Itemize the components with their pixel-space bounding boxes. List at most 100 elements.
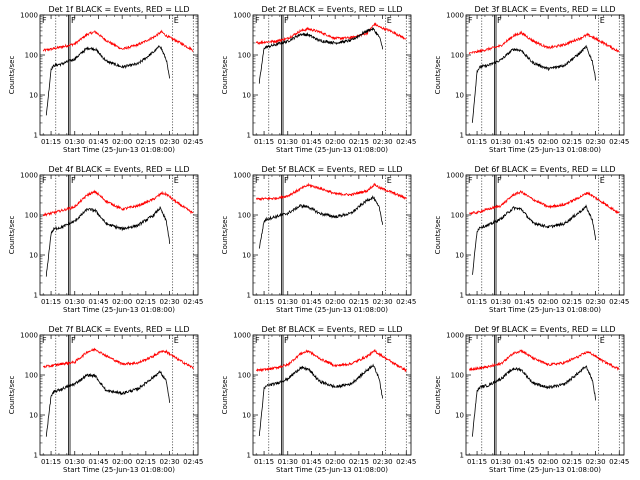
x-tick-label: 02:45 xyxy=(396,458,416,466)
x-tick-label: 02:00 xyxy=(325,138,345,146)
x-tick-label: 01:45 xyxy=(88,458,108,466)
x-tick-label: 02:45 xyxy=(609,138,629,146)
y-tick-label: 1 xyxy=(460,452,464,460)
marker-label-shutter: F xyxy=(284,336,289,345)
x-tick-label: 02:45 xyxy=(183,298,203,306)
lld-series-line xyxy=(42,29,194,53)
y-tick-label: 1 xyxy=(34,132,38,140)
x-axis-label: Start Time (25-Jun-13 01:08:00) xyxy=(276,146,388,154)
y-tick-label: 100 xyxy=(451,212,464,220)
panel-det-3f: Det 3f BLACK = Events, RED = LLD 1 10 100 10… xyxy=(434,5,629,154)
plot-frame xyxy=(252,14,412,136)
panel-det-6f: Det 6f BLACK = Events, RED = LLD 1 10 100 10… xyxy=(434,165,629,314)
plot-frame xyxy=(39,334,199,456)
x-tick-label: 02:45 xyxy=(396,138,416,146)
plot-frame xyxy=(252,174,412,296)
y-tick-label: 10 xyxy=(242,252,251,260)
x-tick-label: 01:30 xyxy=(65,458,85,466)
marker-label-shutter: F xyxy=(497,16,502,25)
x-axis-label: Start Time (25-Jun-13 01:08:00) xyxy=(489,306,601,314)
panel-det-2f: Det 2f BLACK = Events, RED = LLD 1 10 100 10… xyxy=(221,5,416,154)
x-tick-label: 02:30 xyxy=(585,298,605,306)
marker-label-shutter: F xyxy=(71,176,76,185)
marker-label-left: F xyxy=(42,16,47,25)
plot-frame xyxy=(465,174,625,296)
y-axis-label: Counts/sec xyxy=(8,216,16,255)
y-tick-label: 1 xyxy=(247,452,251,460)
x-tick-label: 01:30 xyxy=(65,138,85,146)
panel-title: Det 5f BLACK = Events, RED = LLD xyxy=(261,165,402,174)
events-series-line xyxy=(471,44,596,123)
marker-label-left: F xyxy=(255,336,260,345)
x-tick-label: 01:15 xyxy=(467,298,487,306)
x-axis-label: Start Time (25-Jun-13 01:08:00) xyxy=(63,466,175,474)
x-axis-label: Start Time (25-Jun-13 01:08:00) xyxy=(489,146,601,154)
y-tick-label: 100 xyxy=(25,52,38,60)
y-tick-label: 10 xyxy=(29,412,38,420)
x-tick-label: 02:30 xyxy=(372,298,392,306)
panel-det-5f: Det 5f BLACK = Events, RED = LLD 1 10 100 10… xyxy=(221,165,416,314)
marker-label-left: F xyxy=(255,176,260,185)
y-tick-label: 1000 xyxy=(446,172,464,180)
x-axis-label: Start Time (25-Jun-13 01:08:00) xyxy=(276,306,388,314)
x-tick-label: 02:15 xyxy=(349,458,369,466)
x-axis-label: Start Time (25-Jun-13 01:08:00) xyxy=(276,466,388,474)
x-tick-label: 02:15 xyxy=(349,298,369,306)
marker-label-right: E xyxy=(387,336,392,345)
events-series-line xyxy=(258,195,383,249)
marker-label-shutter: F xyxy=(497,336,502,345)
marker-label-left: F xyxy=(468,176,473,185)
x-tick-label: 01:30 xyxy=(491,458,511,466)
x-axis-label: Start Time (25-Jun-13 01:08:00) xyxy=(63,146,175,154)
events-series-line xyxy=(45,206,170,277)
x-tick-label: 02:45 xyxy=(183,458,203,466)
panel-title: Det 3f BLACK = Events, RED = LLD xyxy=(474,5,615,14)
y-tick-label: 1000 xyxy=(233,172,251,180)
x-axis-label: Start Time (25-Jun-13 01:08:00) xyxy=(63,306,175,314)
events-series-line xyxy=(258,363,383,437)
marker-label-left: F xyxy=(42,176,47,185)
x-tick-label: 01:15 xyxy=(41,298,61,306)
y-tick-label: 10 xyxy=(455,252,464,260)
marker-label-left: F xyxy=(255,16,260,25)
y-tick-label: 100 xyxy=(451,52,464,60)
plot-frame xyxy=(252,334,412,456)
x-tick-label: 01:15 xyxy=(467,138,487,146)
panel-det-1f: Det 1f BLACK = Events, RED = LLD 1 10 100 10… xyxy=(8,5,203,154)
y-tick-label: 100 xyxy=(238,372,251,380)
events-series-line xyxy=(45,45,170,116)
x-tick-label: 01:30 xyxy=(278,298,298,306)
marker-label-left: F xyxy=(468,336,473,345)
x-tick-label: 01:30 xyxy=(278,138,298,146)
x-tick-label: 02:15 xyxy=(136,458,156,466)
x-tick-label: 01:45 xyxy=(514,458,534,466)
marker-label-shutter: F xyxy=(71,336,76,345)
y-tick-label: 100 xyxy=(451,372,464,380)
x-tick-label: 02:15 xyxy=(349,138,369,146)
x-tick-label: 01:45 xyxy=(301,298,321,306)
y-tick-label: 100 xyxy=(25,372,38,380)
x-tick-label: 02:00 xyxy=(538,298,558,306)
x-tick-label: 02:30 xyxy=(159,298,179,306)
lld-series-line xyxy=(468,349,620,372)
panel-title: Det 2f BLACK = Events, RED = LLD xyxy=(261,5,402,14)
x-tick-label: 01:45 xyxy=(514,298,534,306)
panel-det-9f: Det 9f BLACK = Events, RED = LLD 1 10 100 10… xyxy=(434,325,629,474)
x-tick-label: 01:45 xyxy=(88,138,108,146)
events-series-line xyxy=(471,204,596,275)
lld-series-line xyxy=(469,189,620,216)
y-axis-label: Counts/sec xyxy=(8,376,16,415)
x-tick-label: 02:30 xyxy=(372,458,392,466)
y-tick-label: 10 xyxy=(29,252,38,260)
x-tick-label: 01:15 xyxy=(41,458,61,466)
marker-label-shutter: F xyxy=(284,16,289,25)
x-tick-label: 01:30 xyxy=(278,458,298,466)
events-series-line xyxy=(471,365,596,437)
y-axis-label: Counts/sec xyxy=(434,376,442,415)
plot-frame xyxy=(39,174,199,296)
marker-label-left: F xyxy=(468,16,473,25)
y-tick-label: 10 xyxy=(242,412,251,420)
x-tick-label: 02:00 xyxy=(538,138,558,146)
x-tick-label: 02:30 xyxy=(585,138,605,146)
x-tick-label: 01:30 xyxy=(491,138,511,146)
